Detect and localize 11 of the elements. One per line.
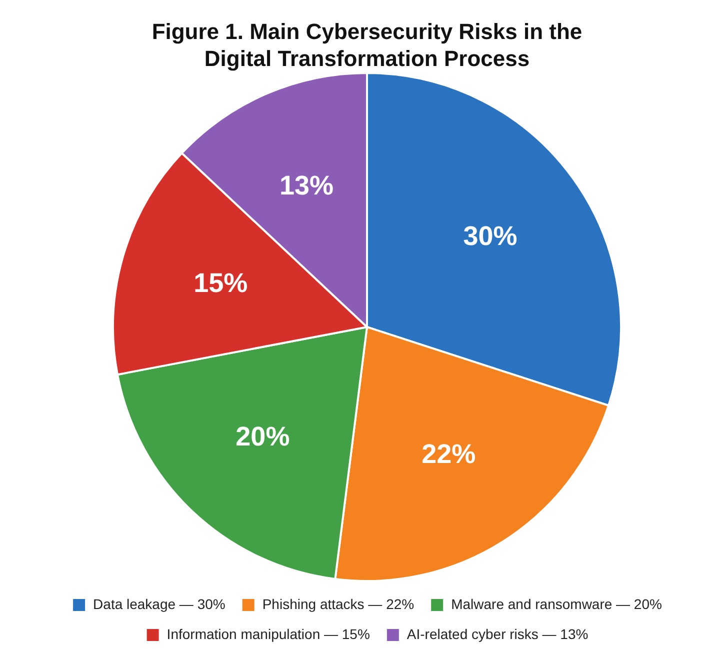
data-label: 15% bbox=[194, 268, 248, 298]
legend-label: Data leakage — 30% bbox=[93, 596, 226, 612]
data-label: 22% bbox=[422, 439, 476, 470]
legend-label: Phishing attacks — 22% bbox=[262, 596, 414, 612]
legend-label: AI-related cyber risks — 13% bbox=[406, 626, 588, 642]
chart-title: Figure 1. Main Cybersecurity Risks in the Digital Transformation Process bbox=[150, 18, 584, 72]
legend-label: Malware and ransomware — 20% bbox=[451, 596, 662, 612]
data-label: 30% bbox=[463, 220, 518, 251]
legend-label: Information manipulation — 15% bbox=[166, 626, 370, 642]
data-label: 13% bbox=[279, 170, 334, 201]
data-label: 20% bbox=[236, 422, 290, 452]
